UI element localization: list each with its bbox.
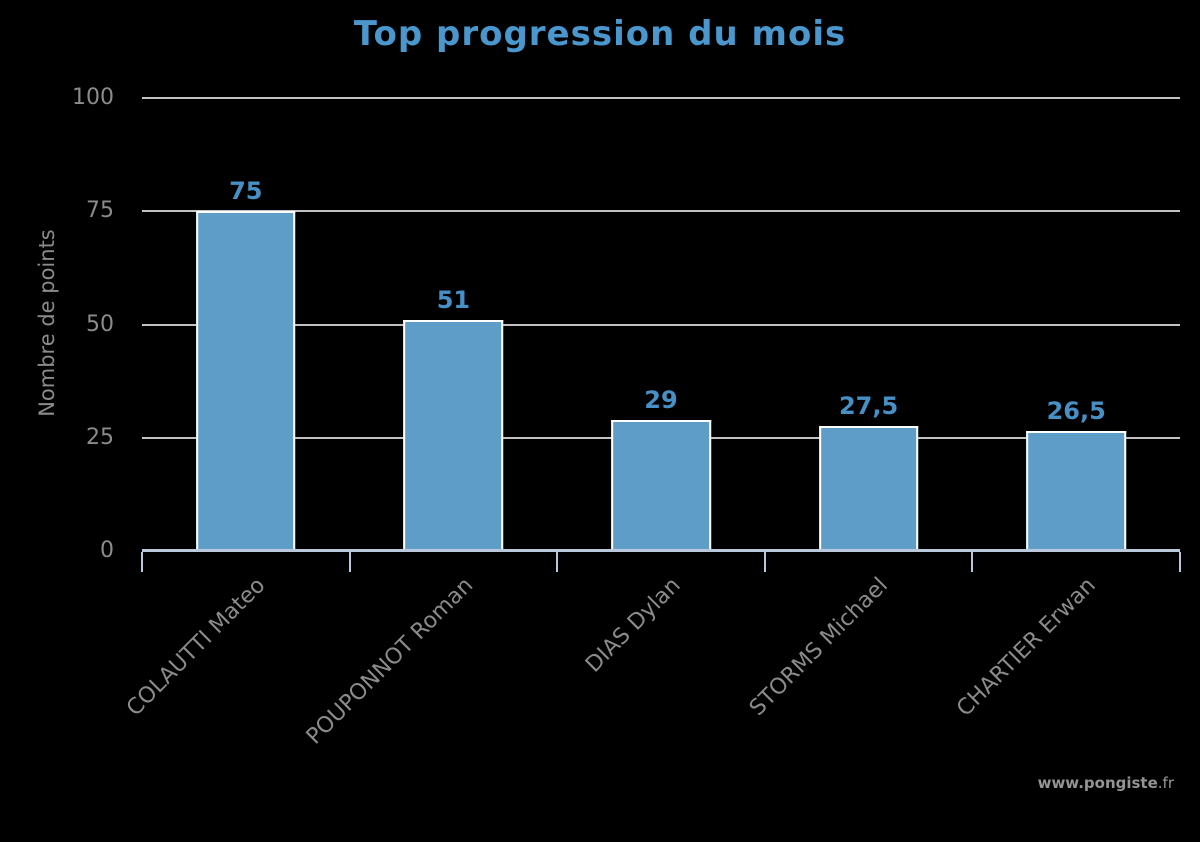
bar-slots: 75 51 29 27,5 26,5 (142, 98, 1180, 551)
x-axis-label: POUPONNOT Roman (301, 573, 479, 750)
bar (611, 419, 711, 551)
watermark: www.pongiste.fr (1038, 774, 1174, 792)
x-tick (141, 552, 143, 572)
x-axis-label: CHARTIER Erwan (952, 573, 1101, 722)
bar (1026, 430, 1126, 551)
bar-slot: 75 (142, 98, 350, 551)
y-tick-label: 100 (72, 85, 114, 110)
gridline (142, 210, 1180, 213)
x-axis-label: STORMS Michael (745, 573, 894, 721)
x-tick (763, 552, 766, 572)
bar (403, 319, 504, 551)
watermark-main: www.pongiste (1037, 774, 1158, 792)
x-axis: COLAUTTI Mateo POUPONNOT Roman DIAS Dylan S… (122, 551, 1181, 791)
x-tick (556, 552, 559, 572)
x-tick (971, 552, 974, 572)
chart-title: Top progression du mois (353, 14, 847, 54)
x-axis-label: DIAS Dylan (581, 573, 686, 678)
x-axis-label: COLAUTTI Mateo (122, 573, 271, 722)
x-tick (1179, 552, 1181, 572)
bar-value-label: 29 (644, 385, 678, 414)
bar-slot: 29 (557, 98, 765, 551)
watermark-suffix: .fr (1157, 774, 1174, 792)
x-tick (348, 552, 351, 572)
bar (818, 426, 919, 551)
bar-slot: 26,5 (972, 98, 1180, 551)
y-tick-label: 25 (86, 424, 114, 450)
bar-value-label: 26,5 (1046, 396, 1106, 425)
plot-area: 75 51 29 27,5 26,5 COLAUTTI Mateo POUPONNOT R… (72, 85, 1181, 749)
bar (195, 211, 296, 551)
bar-value-label: 75 (229, 177, 263, 206)
gridline (142, 323, 1180, 326)
bar-slot: 27,5 (765, 98, 973, 551)
y-tick-label: 0 (100, 538, 114, 563)
bar-slot: 51 (350, 98, 558, 551)
y-tick-label: 50 (86, 311, 114, 337)
y-tick-label: 75 (86, 198, 114, 224)
bar-value-label: 27,5 (838, 392, 899, 421)
x-axis-baseline (142, 549, 1180, 552)
gridline (142, 97, 1180, 99)
bar-value-label: 51 (436, 285, 471, 314)
y-axis-title: Nombre de points (35, 229, 59, 417)
